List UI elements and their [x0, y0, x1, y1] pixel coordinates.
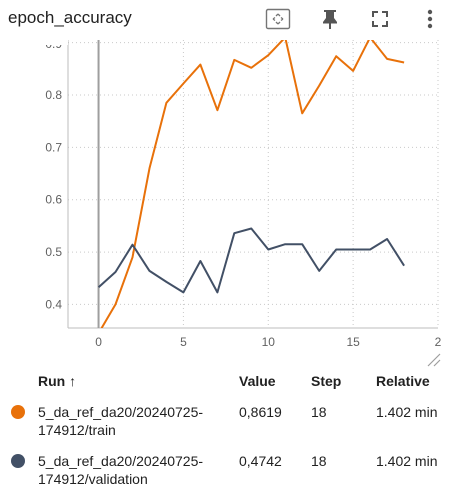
more-vert-icon-glyph: [427, 9, 433, 29]
fit-domain-icon[interactable]: [265, 6, 291, 32]
run-name-line2: 174912/validation: [38, 471, 148, 487]
x-tick-label: 2: [435, 335, 442, 349]
header-relative[interactable]: Relative: [376, 373, 430, 389]
y-tick-label: 0.6: [45, 193, 62, 207]
run-value: 0,4742: [239, 453, 282, 469]
run-name-line1: 5_da_ref_da20/20240725-: [38, 453, 204, 469]
run-name: 5_da_ref_da20/20240725- 174912/train: [38, 403, 244, 439]
chart-title: epoch_accuracy: [8, 8, 132, 27]
series-line: [100, 40, 405, 328]
chart-series: [97, 40, 405, 328]
fit-domain-icon-glyph: [265, 8, 291, 30]
y-tick-label: 0.8: [45, 88, 62, 102]
run-color-dot: [11, 405, 25, 419]
header-step[interactable]: Step: [311, 373, 342, 389]
series-clip-group: [97, 40, 405, 328]
partial-tick-mask: [0, 40, 68, 45]
x-tick-label: 10: [262, 335, 276, 349]
more-vert-icon[interactable]: [417, 6, 443, 32]
y-tick-label: 0.7: [45, 140, 62, 154]
run-relative: 1.402 min: [376, 453, 438, 469]
y-tick-label-partial: 0.9: [45, 40, 62, 51]
y-tick-label: 0.4: [45, 297, 62, 311]
run-name-line1: 5_da_ref_da20/20240725-: [38, 404, 204, 420]
series-line: [97, 227, 405, 294]
resize-handle-icon[interactable]: [427, 353, 441, 367]
fullscreen-icon[interactable]: [367, 6, 393, 32]
chart-grid: [67, 40, 439, 329]
x-tick-label: 5: [180, 335, 187, 349]
pin-icon-glyph: [323, 10, 337, 29]
run-step: 18: [311, 453, 327, 469]
chart-tick-labels: 0.4 0.5 0.6 0.7 0.8 0.9 0 5 10 15 2: [0, 40, 442, 349]
x-tick-label: 15: [346, 335, 360, 349]
accuracy-chart[interactable]: 0.4 0.5 0.6 0.7 0.8 0.9 0 5 10 15 2: [0, 40, 452, 368]
run-name: 5_da_ref_da20/20240725- 174912/validatio…: [38, 452, 244, 488]
run-relative: 1.402 min: [376, 404, 438, 420]
fullscreen-icon-glyph: [372, 11, 388, 27]
y-tick-label: 0.5: [45, 245, 62, 259]
run-step: 18: [311, 404, 327, 420]
header-run[interactable]: Run ↑: [38, 373, 77, 389]
run-name-line2: 174912/train: [38, 422, 116, 438]
x-tick-label: 0: [95, 335, 102, 349]
pin-icon[interactable]: [317, 6, 343, 32]
header-value[interactable]: Value: [239, 373, 276, 389]
run-value: 0,8619: [239, 404, 282, 420]
run-color-dot: [11, 454, 25, 468]
